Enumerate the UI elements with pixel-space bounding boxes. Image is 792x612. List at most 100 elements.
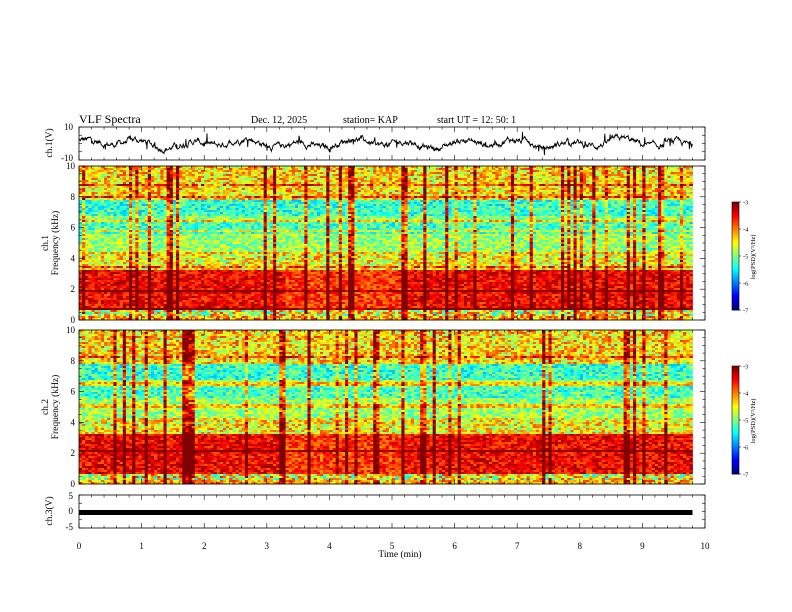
spectrogram-cell [176, 270, 180, 273]
spectrogram-cell [163, 240, 168, 243]
spectrogram-cell [85, 304, 89, 307]
spectrogram-cell [163, 312, 168, 315]
spectrogram-cell [182, 216, 186, 219]
spectrogram-cell [197, 264, 202, 267]
spectrogram-cell [100, 170, 105, 173]
spectrogram-cell [147, 220, 152, 223]
spectrogram-cell [91, 302, 96, 305]
spectrogram-cell [182, 318, 186, 321]
spectrogram-cell [119, 308, 124, 311]
spectrogram-cell [116, 270, 121, 273]
spectrogram-cell [132, 192, 136, 195]
spectrogram-cell [169, 242, 174, 245]
spectrogram-cell [176, 296, 180, 299]
spectrogram-cell [97, 264, 102, 267]
spectrogram-cell [147, 208, 152, 211]
spectrogram-cell [188, 262, 193, 265]
spectrogram-cell [197, 286, 202, 289]
spectrogram-cell [147, 244, 152, 247]
spectrogram-cell [104, 318, 108, 321]
spectrogram-cell [110, 304, 114, 307]
spectrogram-cell [188, 316, 193, 319]
spectrogram-cell [197, 218, 202, 221]
spectrogram-cell [169, 220, 174, 223]
spectrogram-cell [122, 210, 127, 213]
spectrogram-cell [79, 278, 83, 281]
spectrogram-cell [125, 182, 130, 185]
spectrogram-cell [119, 210, 124, 213]
spectrogram-cell [97, 196, 102, 199]
spectrogram-cell [82, 176, 86, 179]
spectrogram-cell [185, 206, 189, 209]
spectrogram-cell [169, 234, 174, 237]
spectrogram-cell [135, 234, 139, 237]
spectrogram-cell [91, 264, 96, 267]
spectrogram-cell [194, 270, 199, 273]
spectrogram-cell [179, 232, 183, 235]
spectrogram-cell [129, 206, 133, 209]
spectrogram-cell [179, 252, 183, 255]
spectrogram-cell [97, 238, 102, 241]
spectrogram-cell [179, 256, 183, 259]
spectrogram-cell [94, 250, 99, 253]
spectrogram-cell [138, 174, 142, 177]
spectrogram-cell [104, 286, 108, 289]
spectrogram-cell [97, 308, 102, 311]
spectrogram-cell [125, 286, 130, 289]
spectrogram-cell [104, 310, 108, 313]
spectrogram-cell [185, 168, 189, 171]
spectrogram-cell [119, 272, 124, 275]
spectrogram-cell [97, 168, 102, 171]
spectrogram-cell [191, 288, 196, 291]
spectrogram-cell [160, 300, 164, 303]
spectrogram-cell [150, 200, 155, 203]
spectrogram-cell [104, 184, 108, 187]
spectrogram-cell [135, 226, 139, 229]
spectrogram-cell [97, 224, 102, 227]
spectrogram-cell [160, 186, 164, 189]
spectrogram-cell [150, 244, 155, 247]
spectrogram-cell [147, 292, 152, 295]
spectrogram-cell [79, 182, 83, 185]
spectrogram-cell [119, 228, 124, 231]
spectrogram-cell [150, 272, 155, 275]
spectrogram-cell [163, 292, 168, 295]
spectrogram-cell [79, 300, 83, 303]
spectrogram-cell [79, 190, 83, 193]
spectrogram-cell [100, 308, 105, 311]
spectrogram-cell [110, 252, 114, 255]
spectrogram-cell [135, 208, 139, 211]
spectrogram-cell [191, 270, 196, 273]
spectrogram-cell [182, 262, 186, 265]
spectrogram-cell [169, 260, 174, 263]
spectrogram-cell [91, 270, 96, 273]
spectrogram-cell [169, 274, 174, 277]
spectrogram-cell [116, 246, 121, 249]
spectrogram-cell [172, 190, 177, 193]
spectrogram-cell [97, 286, 102, 289]
spectrogram-cell [122, 258, 127, 261]
spectrogram-cell [104, 194, 108, 197]
spectrogram-cell [135, 290, 139, 293]
spectrogram-cell [150, 284, 155, 287]
spectrogram-cell [104, 288, 108, 291]
spectrogram-cell [176, 316, 180, 319]
spectrogram-cell [144, 318, 149, 321]
spectrogram-cell [91, 294, 96, 297]
spectrogram-cell [166, 250, 171, 253]
spectrogram-cell [144, 266, 149, 269]
spectrogram-cell [172, 178, 177, 181]
spectrogram-cell [172, 258, 177, 261]
spectrogram-cell [113, 290, 117, 293]
spectrogram-cell [94, 190, 99, 193]
spectrogram-cell [176, 236, 180, 239]
spectrogram-cell [125, 262, 130, 265]
spectrogram-cell [116, 224, 121, 227]
spectrogram-cell [97, 294, 102, 297]
spectrogram-cell [135, 236, 139, 239]
spectrogram-cell [141, 200, 146, 203]
spectrogram-cell [166, 214, 171, 217]
spectrogram-cell [144, 276, 149, 279]
spectrogram-cell [91, 256, 96, 259]
spectrogram-cell [110, 186, 114, 189]
